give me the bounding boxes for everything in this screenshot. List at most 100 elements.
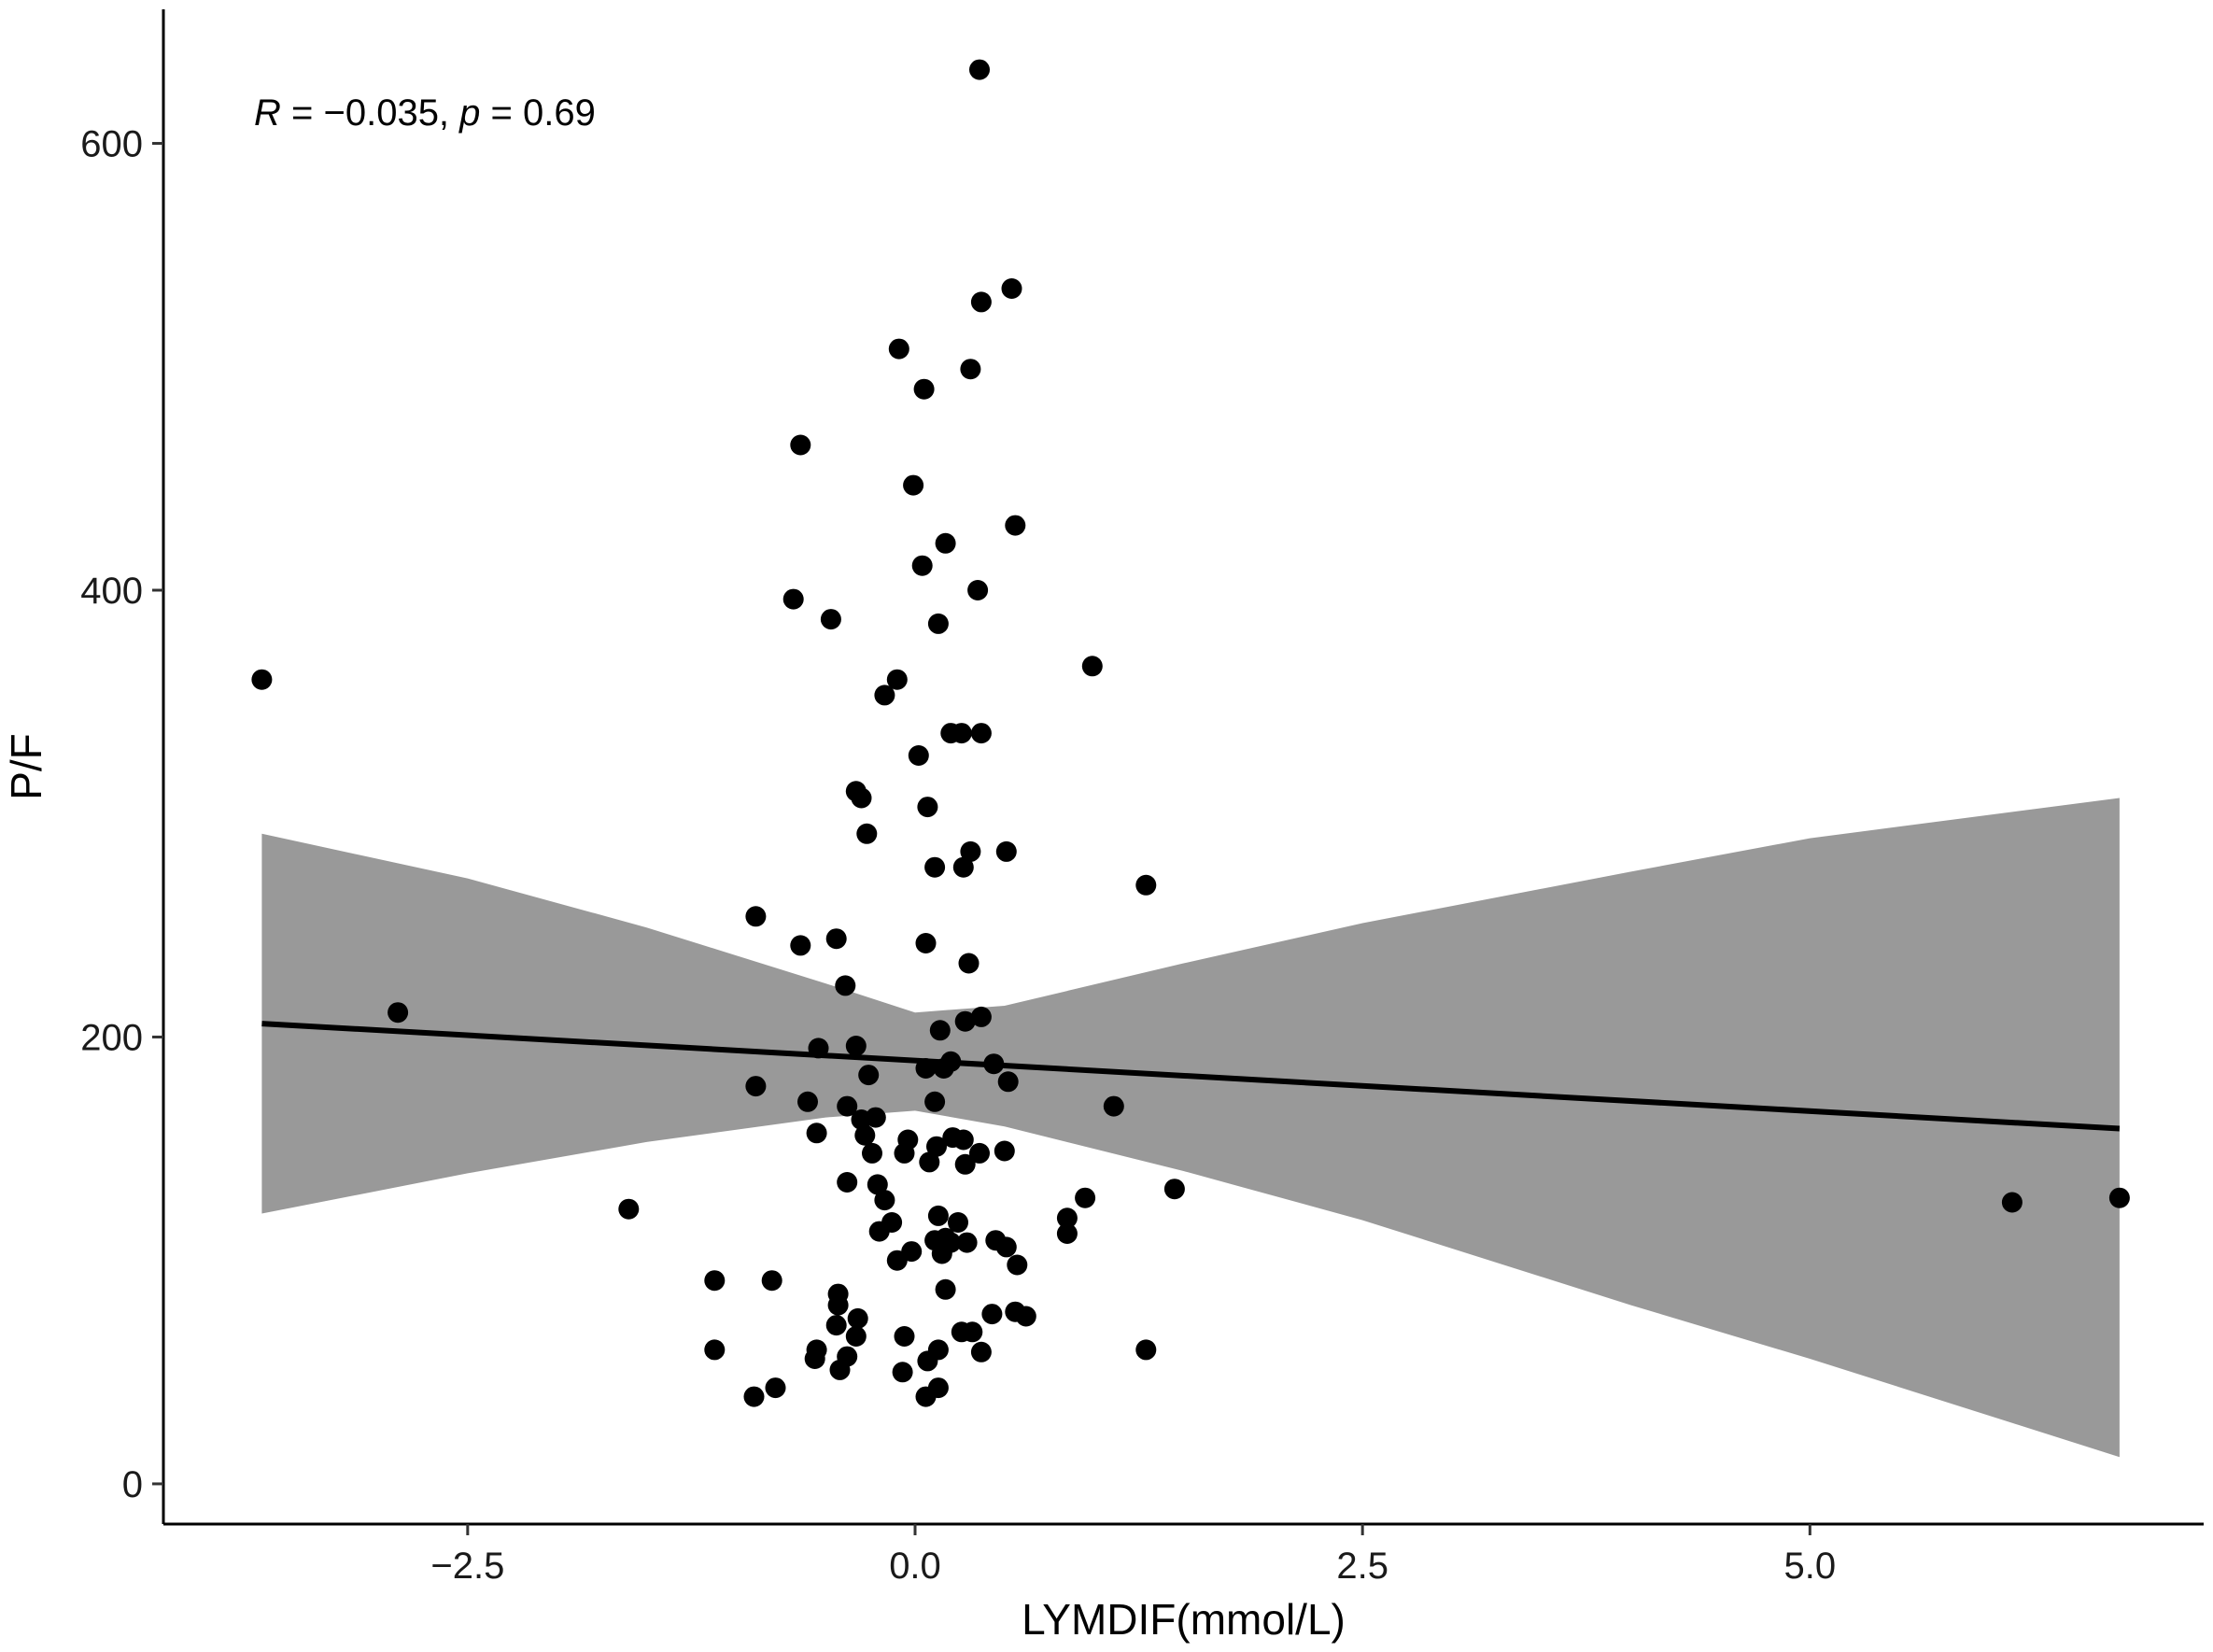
data-point <box>940 723 962 744</box>
x-tick-label: 5.0 <box>1784 1546 1837 1587</box>
data-point <box>1007 1254 1028 1276</box>
data-point <box>862 1142 882 1164</box>
data-point <box>917 797 938 818</box>
data-point <box>874 1190 895 1211</box>
confidence-band-layer <box>261 798 2120 1458</box>
p-symbol: p <box>458 92 480 134</box>
data-point <box>886 669 908 690</box>
data-point <box>808 1038 829 1059</box>
data-point <box>926 1136 947 1157</box>
data-point <box>892 1362 913 1383</box>
data-point <box>829 1359 851 1380</box>
data-point <box>935 1278 956 1300</box>
data-point <box>1163 1179 1185 1200</box>
data-point <box>886 1250 908 1271</box>
data-point <box>970 1006 992 1027</box>
data-point <box>845 1326 867 1347</box>
r-symbol: R <box>254 92 281 134</box>
data-point <box>952 1129 974 1151</box>
data-point <box>797 1091 818 1112</box>
data-point <box>868 1221 890 1242</box>
x-tick-label: 2.5 <box>1336 1546 1388 1587</box>
data-point <box>827 1294 849 1316</box>
y-ticks: 0 200 400 600 <box>80 124 163 1505</box>
data-point <box>1015 1306 1036 1327</box>
data-point <box>915 1058 937 1079</box>
data-points <box>251 59 2130 1407</box>
data-point <box>837 1172 858 1193</box>
data-point <box>967 580 989 600</box>
data-point <box>251 669 273 690</box>
data-point <box>983 1053 1005 1075</box>
data-point <box>903 474 924 496</box>
data-point <box>935 532 956 554</box>
data-point <box>806 1123 827 1144</box>
data-point <box>1005 515 1026 536</box>
y-tick-label: 200 <box>80 1017 143 1058</box>
data-point <box>1056 1223 1078 1244</box>
data-point <box>929 1020 951 1041</box>
data-point <box>825 1315 847 1336</box>
data-point <box>745 1076 767 1097</box>
data-point <box>804 1348 825 1369</box>
data-point <box>388 1002 409 1024</box>
data-point <box>835 975 856 996</box>
data-point <box>856 823 878 844</box>
data-point <box>854 1124 876 1146</box>
data-point <box>1075 1187 1096 1208</box>
data-point <box>969 1142 990 1164</box>
data-point <box>865 1107 886 1128</box>
data-point <box>995 1236 1017 1258</box>
data-point <box>618 1198 640 1220</box>
data-point <box>888 338 909 360</box>
data-point <box>911 555 933 576</box>
data-point <box>837 1095 858 1117</box>
data-point <box>924 856 946 878</box>
data-point <box>913 378 935 400</box>
data-point <box>960 359 981 380</box>
data-point <box>919 1151 940 1173</box>
data-point <box>1135 1339 1157 1361</box>
data-point <box>908 745 929 766</box>
data-point <box>952 856 974 878</box>
data-point <box>1056 1207 1078 1229</box>
data-point <box>915 1386 937 1407</box>
data-point <box>970 723 992 744</box>
data-point <box>927 1205 949 1226</box>
axes: 0 200 400 600 −2.5 0.0 2.5 5.0 <box>80 9 2204 1587</box>
data-point <box>847 1307 868 1329</box>
data-point <box>894 1326 915 1347</box>
p-value: = 0.69 <box>480 92 595 134</box>
confidence-band <box>261 798 2120 1458</box>
data-point <box>962 1321 983 1343</box>
data-point <box>782 588 804 610</box>
r-value: = −0.035, <box>281 92 459 134</box>
regression-line <box>261 1021 2121 1132</box>
data-point <box>745 906 767 927</box>
data-point <box>858 1065 880 1086</box>
data-point <box>1001 278 1022 299</box>
x-tick-label: −2.5 <box>430 1546 504 1587</box>
data-point <box>956 1232 978 1253</box>
x-tick-label: 0.0 <box>889 1546 941 1587</box>
fit-line-layer <box>261 1021 2121 1132</box>
data-point <box>954 1010 976 1032</box>
data-point <box>997 1071 1019 1093</box>
data-point <box>704 1270 726 1292</box>
data-point <box>917 1350 938 1372</box>
data-point <box>927 613 949 634</box>
data-point <box>933 1058 954 1079</box>
y-tick-label: 0 <box>122 1464 143 1505</box>
data-point <box>790 434 811 456</box>
y-axis-title: P/F <box>2 733 50 800</box>
data-point <box>2108 1187 2130 1208</box>
data-point <box>2001 1192 2023 1213</box>
data-point <box>894 1142 915 1164</box>
data-point <box>825 928 847 950</box>
data-point <box>851 787 872 809</box>
data-point <box>1103 1095 1124 1117</box>
data-point <box>924 1091 946 1112</box>
data-point <box>790 935 811 956</box>
data-point <box>915 933 937 953</box>
